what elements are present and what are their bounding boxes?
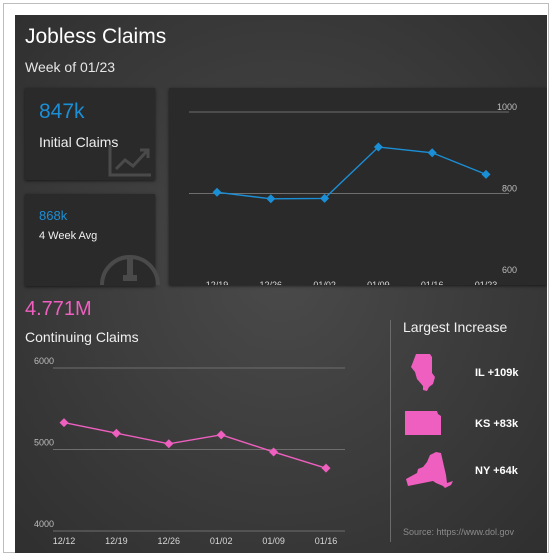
initial-claims-chart-card: 600 800 1000 12/19 12/26 01/02 01/09 01/16 01/23 <box>169 88 547 290</box>
y-tick-label: 1000 <box>497 102 517 112</box>
series-line <box>63 421 327 469</box>
source-note: Source: https://www.dol.gov <box>403 527 515 537</box>
y-tick-label: 800 <box>502 184 517 194</box>
y-tick-label: 600 <box>502 265 517 275</box>
data-point <box>321 463 331 473</box>
initial-claims-value: 847k <box>39 100 85 123</box>
four-week-avg-card: 868k 4 Week Avg <box>25 194 160 286</box>
data-point <box>320 193 330 203</box>
x-tick-label: 12/19 <box>206 280 229 285</box>
x-tick-label: 01/09 <box>367 280 390 285</box>
trending-chart-icon <box>108 145 151 177</box>
x-tick-label: 12/19 <box>105 536 128 546</box>
illinois-map-icon <box>411 354 435 391</box>
data-point <box>427 148 437 158</box>
y-tick-label: 5000 <box>34 438 54 448</box>
data-point <box>212 187 222 197</box>
state-label-ks: KS +83k <box>475 418 519 430</box>
data-point <box>269 447 279 457</box>
x-tick-label: 01/09 <box>262 536 285 546</box>
new-york-map-icon <box>406 452 453 488</box>
data-point <box>216 430 226 440</box>
x-tick-label: 01/02 <box>313 280 336 285</box>
continuing-claims-label: Continuing Claims <box>25 329 139 345</box>
state-row-ny: NY +64k <box>403 450 533 496</box>
x-tick-label: 12/12 <box>53 536 76 546</box>
page-subtitle: Week of 01/23 <box>25 59 116 75</box>
initial-claims-card: 847k Initial Claims <box>25 88 155 180</box>
data-point <box>111 428 121 438</box>
y-tick-label: 4000 <box>34 519 54 529</box>
x-tick-label: 01/23 <box>475 280 498 285</box>
series-line <box>216 146 487 200</box>
x-tick-label: 12/26 <box>260 280 283 285</box>
state-label-il: IL +109k <box>475 367 519 379</box>
data-point <box>59 418 69 428</box>
gauge-icon <box>100 255 160 286</box>
continuing-claims-line-chart: 4000 5000 6000 12/12 12/19 12/26 01/02 01/09 01/… <box>34 356 351 546</box>
continuing-claims-value: 4.771M <box>25 298 92 320</box>
data-point <box>373 142 383 152</box>
largest-increase-title: Largest Increase <box>403 319 508 335</box>
four-week-avg-value: 868k <box>39 208 68 223</box>
infographic-frame: Jobless Claims Week of 01/23 847k Initia… <box>3 3 549 553</box>
dashboard: Jobless Claims Week of 01/23 847k Initia… <box>15 15 547 553</box>
x-tick-label: 01/16 <box>421 280 444 285</box>
data-point <box>266 194 276 204</box>
state-label-ny: NY +64k <box>475 465 518 477</box>
x-tick-label: 01/02 <box>210 536 233 546</box>
four-week-avg-label: 4 Week Avg <box>39 230 98 242</box>
section-divider <box>390 320 391 542</box>
x-tick-label: 01/16 <box>315 536 338 546</box>
kansas-map-icon <box>405 411 441 435</box>
x-tick-label: 12/26 <box>158 536 181 546</box>
state-row-ks: KS +83k <box>403 403 533 449</box>
data-point <box>481 169 491 179</box>
state-row-il: IL +109k <box>403 352 533 398</box>
initial-claims-label: Initial Claims <box>39 134 119 150</box>
continuing-claims-chart-area: 4000 5000 6000 12/12 12/19 12/26 01/02 01/09 01/… <box>25 347 351 547</box>
data-point <box>164 439 174 449</box>
y-tick-label: 6000 <box>34 356 54 366</box>
initial-claims-line-chart: 600 800 1000 12/19 12/26 01/02 01/09 01/16 01/23 <box>189 102 517 290</box>
page-title: Jobless Claims <box>25 25 167 48</box>
